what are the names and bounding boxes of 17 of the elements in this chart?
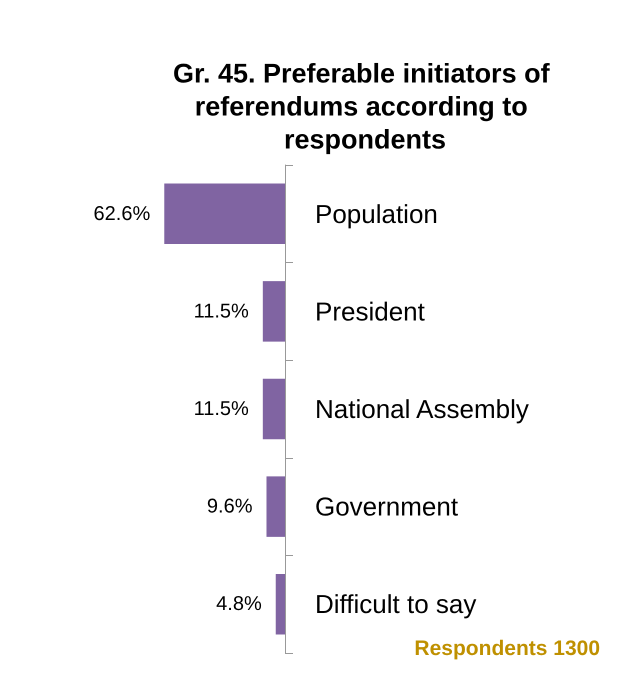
bar <box>262 281 285 342</box>
bar <box>276 574 285 634</box>
y-tick-label: Government <box>315 492 459 522</box>
y-tick-label: Difficult to say <box>315 589 476 620</box>
data-label: 11.5% <box>194 398 250 420</box>
bar <box>262 378 285 440</box>
bar <box>266 476 285 537</box>
data-label: 11.5% <box>194 300 250 322</box>
bar <box>164 184 285 244</box>
data-label: 62.6% <box>94 202 150 225</box>
data-label: 9.6% <box>206 496 253 518</box>
text: Respondents 1300 <box>414 637 600 660</box>
text: Gr. 45. Preferable initiators of referendums according to respondents <box>172 58 558 154</box>
y-tick-label: President <box>315 296 426 326</box>
y-tick-label: Population <box>315 198 438 229</box>
data-label: 4.8% <box>216 593 262 616</box>
y-tick-label: National Assembly <box>315 394 529 424</box>
